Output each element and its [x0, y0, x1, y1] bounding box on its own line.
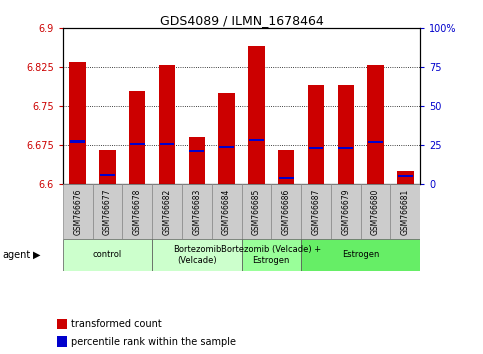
Text: GSM766680: GSM766680: [371, 188, 380, 235]
Text: GSM766681: GSM766681: [401, 188, 410, 235]
Bar: [218, 93, 235, 184]
Text: GSM766685: GSM766685: [252, 188, 261, 235]
Bar: [397, 171, 413, 184]
Text: GSM766677: GSM766677: [103, 188, 112, 235]
Bar: [279, 177, 294, 179]
FancyBboxPatch shape: [63, 239, 152, 271]
Text: control: control: [93, 250, 122, 259]
FancyBboxPatch shape: [63, 184, 93, 239]
Text: GSM766679: GSM766679: [341, 188, 350, 235]
FancyBboxPatch shape: [390, 184, 420, 239]
FancyBboxPatch shape: [242, 184, 271, 239]
Bar: [57, 319, 67, 329]
FancyBboxPatch shape: [301, 239, 420, 271]
FancyBboxPatch shape: [122, 184, 152, 239]
FancyBboxPatch shape: [331, 184, 361, 239]
Bar: [368, 65, 384, 184]
Text: GSM766678: GSM766678: [133, 188, 142, 235]
Bar: [219, 145, 234, 148]
Text: ▶: ▶: [33, 250, 41, 260]
Text: GSM766684: GSM766684: [222, 188, 231, 235]
Bar: [57, 336, 67, 347]
Bar: [308, 85, 324, 184]
Bar: [278, 150, 294, 184]
Text: GSM766676: GSM766676: [73, 188, 82, 235]
Bar: [248, 46, 265, 184]
FancyBboxPatch shape: [271, 184, 301, 239]
Bar: [368, 141, 383, 143]
Text: GSM766687: GSM766687: [312, 188, 320, 235]
Text: GSM766683: GSM766683: [192, 188, 201, 235]
Bar: [159, 65, 175, 184]
Bar: [189, 150, 204, 153]
Text: Estrogen: Estrogen: [342, 250, 379, 259]
FancyBboxPatch shape: [361, 184, 390, 239]
FancyBboxPatch shape: [93, 184, 122, 239]
Bar: [70, 62, 86, 184]
Bar: [160, 143, 174, 145]
Bar: [189, 137, 205, 184]
Text: Bortezomib (Velcade) +
Estrogen: Bortezomib (Velcade) + Estrogen: [221, 245, 321, 264]
Text: transformed count: transformed count: [71, 319, 162, 329]
Bar: [338, 85, 354, 184]
FancyBboxPatch shape: [152, 239, 242, 271]
Bar: [249, 139, 264, 141]
FancyBboxPatch shape: [212, 184, 242, 239]
Bar: [339, 147, 353, 149]
Bar: [398, 175, 412, 177]
Bar: [99, 150, 115, 184]
FancyBboxPatch shape: [152, 184, 182, 239]
Bar: [309, 147, 323, 149]
Bar: [100, 174, 115, 176]
Text: agent: agent: [2, 250, 30, 260]
Title: GDS4089 / ILMN_1678464: GDS4089 / ILMN_1678464: [159, 14, 324, 27]
Text: Bortezomib
(Velcade): Bortezomib (Velcade): [172, 245, 221, 264]
FancyBboxPatch shape: [301, 184, 331, 239]
Bar: [130, 143, 144, 145]
Bar: [71, 141, 85, 143]
Text: percentile rank within the sample: percentile rank within the sample: [71, 337, 236, 347]
FancyBboxPatch shape: [182, 184, 212, 239]
FancyBboxPatch shape: [242, 239, 301, 271]
Text: GSM766686: GSM766686: [282, 188, 291, 235]
Text: GSM766682: GSM766682: [163, 188, 171, 235]
Bar: [129, 91, 145, 184]
